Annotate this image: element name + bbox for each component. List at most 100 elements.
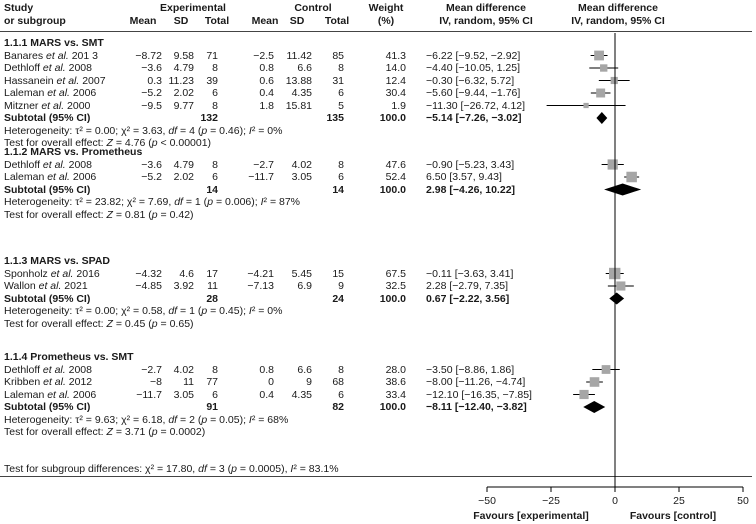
experimental-total: 11 [207, 280, 218, 292]
control-total: 6 [338, 388, 344, 401]
control-mean: 0 [268, 376, 274, 388]
effect-text: = 3.71 ( [112, 426, 152, 438]
effect-text: Test for overall effect: [4, 426, 107, 438]
study-weight: 52.4 [385, 171, 406, 183]
study-point-square [583, 102, 589, 109]
effect-text: = 0.42) [157, 208, 194, 221]
experimental-total: 77 [206, 376, 218, 388]
experimental-sd: 4.79 [173, 158, 194, 171]
study-author: Dethloff [4, 62, 43, 74]
subtotal-experimental-total: 91 [206, 401, 218, 413]
het-text: = 2 ( [177, 413, 202, 426]
control-total: 6 [338, 171, 344, 183]
effect-p: p [151, 208, 158, 221]
study-weight: 33.4 [385, 388, 406, 401]
study-etal: et al. [50, 267, 74, 280]
het-text: Heterogeneity: τ² = 9.63; χ² = 6.18, [4, 413, 169, 426]
study-year: 2006 [69, 171, 97, 183]
header-weight: Weight [368, 2, 404, 14]
control-sd: 4.02 [291, 158, 312, 171]
het-text: Heterogeneity: τ² = 23.82; χ² = 7.69, [4, 196, 175, 208]
control-total: 9 [338, 280, 344, 292]
study-etal: et al. [41, 99, 65, 112]
subgroup-test-b: = 3 ( [206, 463, 232, 475]
table-bottom-divider [0, 476, 752, 477]
control-mean: 0.4 [259, 388, 274, 401]
control-total: 5 [338, 99, 344, 112]
control-total: 68 [332, 376, 344, 388]
study-etal: et al. [42, 62, 66, 74]
header-c-mean: Mean [251, 15, 279, 27]
header-md-method: IV, random, 95% CI [439, 15, 533, 27]
study-weight: 38.6 [385, 376, 406, 388]
subtotal-label: Subtotal (95% CI) [4, 292, 91, 305]
experimental-mean: −3.6 [141, 62, 162, 74]
header-experimental: Experimental [160, 2, 226, 14]
subtotal-ci: −5.14 [−7.26, −3.02] [426, 112, 522, 124]
subtotal-label: Subtotal (95% CI) [4, 183, 91, 196]
subgroup-test-d: ² = 83.1% [293, 463, 339, 475]
study-ci: −5.60 [−9.44, −1.76] [426, 87, 521, 99]
study-point-square [579, 389, 589, 400]
het-p: p [201, 305, 208, 317]
overall-effect-line: Test for overall effect: Z = 4.76 (p < 0… [4, 137, 211, 149]
effect-z: Z [106, 208, 113, 221]
experimental-mean: −3.6 [141, 158, 162, 171]
effect-text: = 0.45 ( [112, 317, 152, 330]
control-mean: −11.7 [248, 171, 274, 183]
overall-effect-line: Test for overall effect: Z = 0.81 (p = 0… [4, 209, 194, 221]
study-name: Kribben et al. 2012 [4, 376, 92, 388]
het-text: = 0.46); [207, 124, 249, 137]
experimental-total: 8 [212, 363, 218, 376]
favours-experimental-label: Favours [experimental] [473, 510, 589, 522]
subtotal-diamond [596, 112, 608, 124]
het-df: df [168, 124, 178, 137]
effect-z: Z [106, 426, 113, 438]
study-author: Wallon [4, 280, 39, 292]
subtotal-diamond [609, 292, 625, 305]
study-ci: −8.00 [−11.26, −4.74] [426, 376, 526, 388]
experimental-total: 6 [212, 171, 218, 183]
effect-text: Test for overall effect: [4, 137, 107, 149]
x-axis-tick-label: −50 [478, 495, 496, 507]
het-i: I [248, 124, 252, 137]
header-e-sd: SD [173, 15, 189, 27]
study-ci: −3.50 [−8.86, 1.86] [426, 363, 515, 376]
subgroup-title: 1.1.4 Prometheus vs. SMT [4, 351, 134, 363]
het-i: I [248, 305, 252, 317]
experimental-mean: −9.5 [141, 99, 162, 112]
study-weight: 28.0 [385, 363, 406, 376]
het-df: df [174, 196, 183, 208]
study-point-square [601, 365, 611, 374]
study-name: Dethloff et al. 2008 [4, 364, 92, 376]
subtotal-weight: 100.0 [379, 112, 406, 124]
study-point-square [600, 64, 608, 72]
study-ci: −12.10 [−16.35, −7.85] [426, 388, 532, 401]
study-name: Laleman et al. 2006 [4, 87, 96, 99]
experimental-total: 8 [212, 62, 218, 74]
control-mean: −2.7 [253, 158, 274, 171]
study-point-square [626, 171, 637, 183]
study-point-square [607, 159, 618, 170]
effect-p: p [151, 317, 158, 330]
effect-p: p [151, 426, 158, 438]
control-mean: −4.21 [247, 267, 274, 280]
subgroup-test-p: p [231, 463, 237, 475]
x-axis-tick-label: 0 [612, 495, 618, 507]
study-etal: et al. [56, 74, 80, 87]
study-etal: et al. [38, 280, 62, 292]
het-p: p [207, 196, 214, 208]
header-e-total: Total [204, 15, 230, 27]
favours-control-label: Favours [control] [629, 510, 717, 522]
control-mean: −7.13 [247, 280, 274, 292]
study-name: Wallon et al. 2021 [4, 280, 88, 292]
control-total: 15 [332, 267, 344, 280]
control-total: 8 [338, 158, 344, 171]
study-ci: 2.28 [−2.79, 7.35] [426, 280, 509, 292]
het-text: ² = 87% [263, 196, 301, 208]
effect-z: Z [106, 317, 113, 330]
header-c-total: Total [324, 15, 350, 27]
header-divider [0, 31, 752, 32]
control-total: 31 [332, 74, 344, 87]
control-total: 8 [338, 62, 344, 74]
